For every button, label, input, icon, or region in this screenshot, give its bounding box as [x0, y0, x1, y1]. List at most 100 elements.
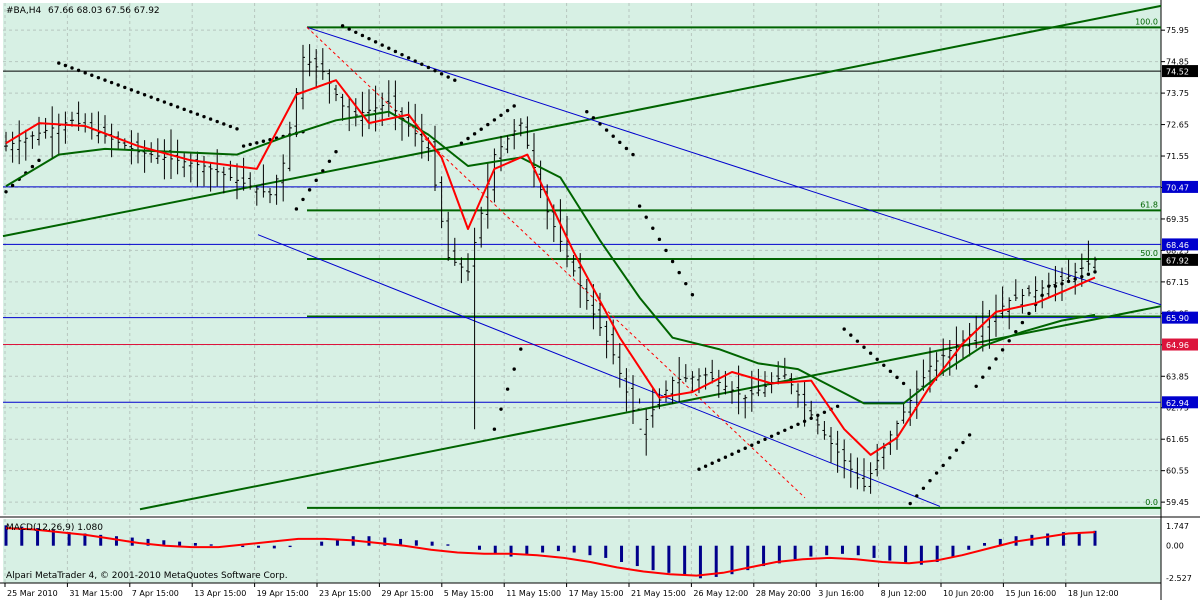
sar-dot [387, 46, 391, 50]
sar-dot [1047, 284, 1051, 288]
sar-dot [756, 440, 761, 444]
sar-dot [651, 226, 655, 230]
sar-dot [921, 486, 926, 491]
sar-dot [70, 66, 74, 70]
parabolic-sar-dots [4, 24, 1097, 506]
macd-plot-area[interactable] [3, 519, 1161, 583]
price-tick-label: 67.15 [1166, 278, 1189, 287]
price-tag-box [1162, 180, 1198, 193]
sar-dot [842, 327, 846, 331]
sar-dot [492, 118, 497, 122]
price-tick-label: 68.25 [1166, 246, 1189, 255]
sar-dot [215, 119, 219, 124]
sar-dot [1086, 272, 1091, 276]
trend-lines[interactable] [2, 4, 1162, 511]
sar-dot [439, 72, 444, 76]
sar-dot [142, 93, 147, 97]
sar-dot [109, 80, 114, 85]
dashed-diagonal[interactable] [306, 26, 806, 499]
sar-dot [479, 127, 483, 131]
macd-axis: 1.747 0.00 -2.527 [1166, 522, 1192, 583]
sar-dot [657, 237, 662, 242]
time-tick-label: 19 Apr 15:00 [257, 589, 309, 598]
price-axis[interactable]: 75.9574.8573.7572.6571.5570.4569.3568.25… [1161, 26, 1189, 507]
sar-dot [703, 464, 708, 468]
sar-dot [611, 134, 615, 138]
sar-dot [670, 259, 675, 264]
sar-dot [103, 78, 107, 82]
sar-dot [499, 407, 503, 411]
sar-dot [367, 36, 371, 41]
price-tag-box [1162, 396, 1198, 409]
fibonacci-label: 61.8 [1140, 200, 1158, 209]
sar-dot [948, 456, 952, 460]
sar-dot [677, 270, 681, 275]
sar-dot [908, 501, 912, 506]
sar-dot [156, 97, 160, 102]
sar-dot [354, 30, 358, 34]
price-tick-label: 63.85 [1166, 372, 1189, 381]
sar-dot [644, 215, 648, 219]
time-tick-label: 3 Jun 16:00 [818, 589, 864, 598]
time-tick-label: 5 May 15:00 [444, 589, 494, 598]
sar-dot [294, 207, 299, 211]
sar-dot [519, 347, 523, 351]
sar-dot [783, 428, 787, 432]
sar-dot [255, 141, 259, 145]
price-tag-box [1162, 238, 1198, 251]
sar-dot [1027, 311, 1031, 316]
time-tick-label: 25 Mar 2010 [7, 589, 58, 598]
sar-dot [512, 104, 516, 108]
sar-dot [637, 204, 642, 208]
sar-dot [116, 83, 120, 87]
sar-dot [987, 366, 992, 370]
sar-dot [875, 357, 879, 361]
sar-dot [1080, 274, 1084, 279]
sar-dot [835, 404, 840, 409]
sar-dot [413, 59, 417, 63]
sar-dot [604, 128, 609, 132]
sar-dot [1040, 293, 1044, 297]
sar-dot [466, 136, 470, 141]
sar-dot [796, 422, 800, 426]
time-tick-label: 17 May 15:00 [569, 589, 624, 598]
time-tick-label: 29 Apr 15:00 [381, 589, 433, 598]
ma-fast-line [5, 79, 1096, 456]
sar-dot [96, 75, 101, 80]
price-tag-box [1162, 338, 1198, 351]
rising-trendline-lower[interactable] [139, 305, 1162, 511]
price-tick-label: 61.65 [1166, 435, 1189, 444]
sar-dot [327, 159, 332, 163]
price-tick-label: 69.35 [1166, 215, 1189, 224]
sar-dot [446, 75, 450, 79]
sar-dot [802, 419, 807, 423]
horizontal-lines[interactable] [3, 26, 1161, 509]
sar-dot [10, 183, 15, 188]
sar-dot [855, 339, 860, 343]
sar-dot [248, 142, 252, 147]
rising-trendline-upper[interactable] [2, 4, 1162, 238]
sar-dot [360, 33, 365, 38]
time-axis[interactable]: 25 Mar 2010 31 Mar 15:00 7 Apr 15:00 13 Apr… [4, 583, 1119, 598]
time-tick-label: 26 May 12:00 [693, 589, 748, 598]
price-tag-label: 68.46 [1166, 241, 1189, 250]
sar-dot [743, 446, 747, 450]
sar-dot [90, 73, 94, 77]
sar-dot [228, 124, 233, 129]
sar-dot [420, 62, 424, 66]
sar-dot [63, 63, 68, 68]
sar-dot [175, 105, 180, 109]
sar-dot [954, 448, 959, 452]
time-tick-label: 7 Apr 15:00 [132, 589, 179, 598]
channel-line-lower[interactable] [257, 234, 941, 507]
channel-line-upper[interactable] [306, 26, 1162, 306]
sar-dot [618, 140, 622, 145]
sar-dot [736, 449, 741, 453]
sar-dot [136, 90, 140, 95]
sar-dot [334, 150, 338, 154]
sar-dot [162, 100, 167, 104]
macd-label: MACD(12,26,9) 1.080 [6, 523, 103, 533]
price-tag-label: 67.92 [1166, 256, 1189, 265]
